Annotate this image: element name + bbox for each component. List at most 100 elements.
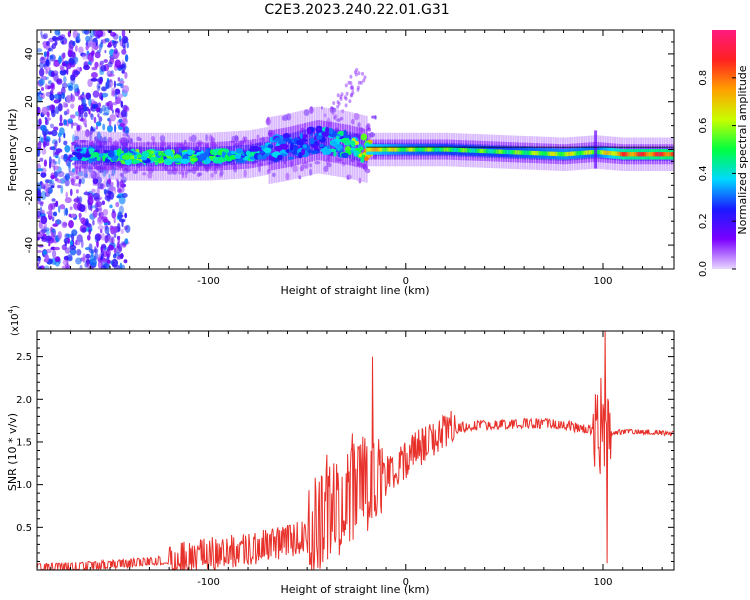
heatmap-cell bbox=[69, 114, 76, 119]
heatmap-cell bbox=[100, 228, 103, 234]
heatmap-cell bbox=[109, 204, 113, 209]
heatmap-cell bbox=[84, 92, 91, 100]
heatmap-cell bbox=[306, 129, 309, 156]
heatmap-cell bbox=[407, 147, 409, 152]
heatmap-cell bbox=[358, 146, 364, 151]
heatmap-cell bbox=[123, 37, 128, 44]
heatmap-cell bbox=[631, 152, 633, 157]
heatmap-cell bbox=[435, 147, 438, 152]
heatmap-cell bbox=[48, 80, 52, 85]
heatmap-cell bbox=[51, 232, 55, 238]
heatmap-cell bbox=[113, 80, 116, 88]
heatmap-cell bbox=[39, 68, 45, 77]
heatmap-cell bbox=[93, 116, 97, 124]
heatmap-cell bbox=[364, 156, 369, 162]
heatmap-cell bbox=[302, 144, 308, 148]
heatmap-cell bbox=[51, 109, 56, 118]
heatmap-cell bbox=[344, 103, 348, 108]
heatmap-cell bbox=[45, 179, 53, 184]
heatmap-cell bbox=[126, 41, 129, 49]
heatmap-cell bbox=[124, 106, 130, 112]
heatmap-cell bbox=[53, 126, 59, 131]
heatmap-cell bbox=[46, 50, 50, 57]
heatmap-cell bbox=[94, 234, 100, 243]
figure-title: C2E3.2023.240.22.01.G31 bbox=[264, 2, 449, 18]
heatmap-cell bbox=[650, 152, 652, 157]
heatmap-cell bbox=[408, 147, 411, 152]
colorbar-tick-label: 0.2 bbox=[698, 213, 709, 229]
heatmap-cell bbox=[66, 174, 70, 180]
heatmap-cell bbox=[102, 112, 110, 116]
heatmap-cell bbox=[99, 60, 105, 66]
heatmap-cell bbox=[481, 148, 484, 154]
heatmap-cell bbox=[639, 152, 641, 157]
heatmap-cell bbox=[96, 50, 101, 54]
heatmap-cell bbox=[87, 234, 91, 241]
heatmap-cell bbox=[51, 146, 56, 151]
heatmap-cell bbox=[273, 136, 276, 164]
heatmap-cell bbox=[434, 147, 436, 152]
heatmap-cell bbox=[336, 104, 340, 109]
heatmap-cell bbox=[552, 151, 555, 156]
heatmap-cell bbox=[111, 87, 116, 94]
heatmap-cell bbox=[525, 150, 528, 155]
heatmap-cell bbox=[44, 254, 49, 263]
heatmap-cell bbox=[371, 115, 376, 119]
heatmap-cell bbox=[66, 94, 72, 104]
heatmap-cell bbox=[468, 148, 471, 153]
heatmap-cell bbox=[647, 152, 649, 157]
heatmap-cell bbox=[122, 85, 130, 94]
colorbar: 0.0 0.2 0.4 0.6 0.8 Normalized spectral ampl… bbox=[698, 30, 749, 277]
heatmap-cell bbox=[101, 232, 105, 241]
heatmap-cell bbox=[39, 94, 42, 98]
heatmap-cell bbox=[326, 145, 331, 150]
heatmap-cell bbox=[576, 151, 578, 156]
heatmap-cell bbox=[277, 154, 283, 161]
heatmap-cell bbox=[590, 150, 592, 155]
colorbar-tick-label: 0.4 bbox=[698, 165, 709, 181]
heatmap-cell bbox=[98, 116, 103, 122]
heatmap-cell bbox=[603, 150, 605, 155]
heatmap-cell bbox=[64, 241, 67, 247]
heatmap-cell bbox=[45, 187, 48, 197]
heatmap-cell bbox=[459, 147, 461, 153]
heatmap-cell bbox=[73, 202, 78, 209]
heatmap-cell bbox=[349, 81, 353, 85]
heatmap-cell bbox=[37, 168, 44, 172]
heatmap-cell bbox=[636, 152, 638, 157]
heatmap-cell bbox=[40, 34, 47, 39]
heatmap-cell bbox=[50, 185, 55, 189]
heatmap-cell bbox=[90, 265, 94, 269]
heatmap-cell bbox=[180, 158, 190, 164]
y-tick-label: 1.0 bbox=[16, 480, 32, 491]
heatmap-cell bbox=[150, 150, 155, 154]
colorbar-tick-label: 0.6 bbox=[698, 118, 709, 134]
heatmap-cell bbox=[96, 239, 99, 248]
heatmap-cell bbox=[359, 80, 363, 85]
heatmap-cell bbox=[64, 179, 70, 187]
heatmap-cell bbox=[287, 133, 290, 161]
heatmap-cell bbox=[508, 149, 510, 155]
heatmap-cell bbox=[432, 147, 435, 152]
heatmap-cell bbox=[339, 96, 343, 101]
heatmap-cell bbox=[90, 77, 98, 82]
heatmap-cell bbox=[563, 152, 566, 157]
heatmap-cell bbox=[85, 35, 90, 42]
heatmap-cell bbox=[565, 152, 567, 157]
heatmap-cell bbox=[60, 34, 66, 39]
heatmap-cell bbox=[102, 208, 109, 216]
x-tick-label: 0 bbox=[403, 577, 409, 588]
heatmap-cell bbox=[442, 147, 444, 152]
heatmap-cell bbox=[124, 212, 128, 219]
heatmap-cell bbox=[424, 147, 427, 152]
snr-ticks: -100 0 100 0.5 1.0 1.5 2.0 2.5 bbox=[16, 331, 674, 588]
heatmap-cell bbox=[39, 157, 44, 162]
heatmap-cell bbox=[39, 206, 43, 215]
heatmap-cell bbox=[40, 124, 47, 132]
heatmap-cell bbox=[100, 250, 105, 258]
heatmap-cell bbox=[350, 84, 354, 89]
heatmap-cell bbox=[357, 80, 361, 85]
heatmap-cell bbox=[429, 147, 432, 152]
colorbar-ticks: 0.0 0.2 0.4 0.6 0.8 bbox=[698, 70, 736, 277]
